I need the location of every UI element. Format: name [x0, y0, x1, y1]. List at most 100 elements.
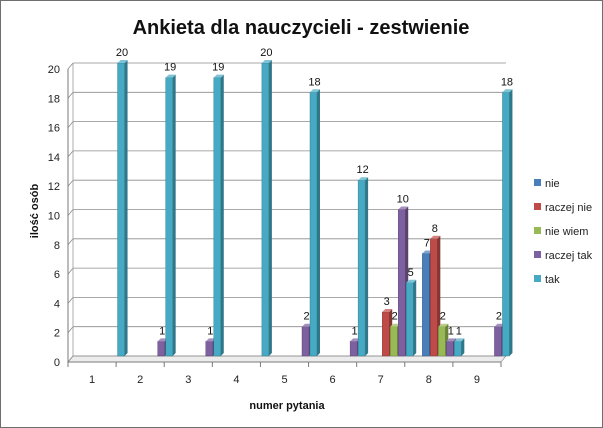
bar-front [301, 326, 310, 357]
legend-swatch [534, 251, 541, 258]
bar-side [124, 60, 128, 356]
data-label: 8 [432, 223, 438, 235]
bar-front [349, 341, 358, 357]
bar-side [220, 74, 224, 357]
bar-top [430, 235, 441, 239]
bar-top [494, 323, 505, 327]
data-label: 7 [424, 237, 430, 249]
bar-top [358, 177, 369, 181]
data-label: 1 [159, 325, 165, 337]
y-axis-title: ilość osób [29, 184, 41, 239]
data-label: 2 [303, 311, 309, 323]
bar-front [502, 92, 510, 357]
bar-side [365, 177, 369, 356]
bar [261, 60, 272, 357]
gridline-depth [67, 238, 74, 246]
data-label: 2 [392, 311, 398, 323]
chart-title: Ankieta dla nauczycieli - zestwienie [133, 17, 470, 39]
bar-top [502, 89, 513, 93]
bar-side [268, 60, 272, 356]
bar [165, 74, 176, 357]
bar-top [382, 309, 393, 313]
data-label: 1 [352, 325, 358, 337]
bar-front [261, 62, 270, 357]
bar-side [413, 279, 417, 356]
bar-top [205, 338, 216, 342]
bar-front [117, 62, 125, 357]
data-label: 20 [116, 47, 128, 59]
bar-top [350, 338, 361, 342]
legend: nie raczej nie nie wiem raczej tak tak [534, 178, 593, 286]
y-tick-label: 8 [54, 240, 60, 252]
legend-swatch [534, 203, 541, 210]
legend-label: nie [545, 178, 560, 190]
bar-top [261, 60, 272, 63]
bar-top [454, 338, 465, 342]
y-tick-label: 14 [48, 152, 60, 164]
data-label: 1 [207, 325, 213, 337]
y-tick-label: 12 [48, 181, 60, 193]
legend-swatch [534, 227, 541, 234]
bar-front [382, 311, 390, 357]
bar-front [157, 341, 165, 357]
x-tick-label: 1 [89, 374, 95, 386]
bar-front [430, 238, 438, 357]
x-axis-title: numer pytania [249, 400, 325, 412]
bar [502, 89, 513, 357]
gridline-depth [67, 121, 74, 128]
bar-front [398, 209, 406, 357]
gridline-depth [67, 297, 74, 304]
bar-front [357, 179, 366, 357]
bar-top [117, 60, 128, 63]
x-tick-label: 3 [185, 374, 191, 386]
y-tick-label: 20 [48, 64, 60, 76]
y-tick-label: 0 [54, 357, 60, 369]
bar-top [422, 250, 433, 254]
x-tick-label: 9 [474, 374, 480, 386]
bar [117, 60, 128, 357]
bar [454, 338, 465, 357]
data-label: 3 [384, 296, 390, 308]
x-tick-label: 7 [378, 374, 384, 386]
data-label: 1 [456, 325, 462, 337]
y-tick-label: 6 [54, 269, 60, 281]
legend-swatch [534, 275, 541, 282]
x-tick-label: 4 [233, 374, 239, 386]
bar-front [422, 253, 430, 357]
bar [357, 177, 369, 357]
bar-top [398, 206, 409, 210]
bar-top [213, 74, 224, 78]
x-tick-label: 5 [281, 374, 287, 386]
gridline-depth [67, 326, 74, 333]
data-label: 12 [356, 164, 368, 176]
y-tick-label: 10 [48, 211, 60, 223]
x-tick-label: 2 [137, 374, 143, 386]
data-label: 20 [260, 47, 272, 59]
data-label: 19 [164, 62, 176, 74]
data-label: 2 [496, 311, 502, 323]
gridline-depth [67, 209, 74, 216]
bar-front [213, 77, 221, 357]
bar-top [302, 323, 312, 327]
gridline-depth [67, 179, 74, 187]
bar-side [509, 89, 513, 357]
data-label: 1 [448, 325, 454, 337]
bar-side [317, 89, 320, 357]
bar-top [157, 338, 168, 342]
y-tick-label: 16 [48, 123, 60, 135]
gridline-depth [67, 92, 74, 99]
bar-side [461, 338, 465, 356]
data-label: 18 [308, 76, 320, 88]
legend-label: raczej tak [545, 250, 593, 262]
bar-top [165, 74, 176, 78]
bar-front [205, 341, 213, 357]
bar-top [390, 323, 401, 327]
bar-front [309, 92, 318, 357]
bar-top [438, 323, 449, 327]
data-label: 10 [397, 194, 409, 206]
gridline-depth [67, 150, 74, 158]
data-label: 18 [501, 76, 513, 88]
y-tick-label: 18 [48, 93, 60, 105]
bar-front [390, 326, 398, 357]
